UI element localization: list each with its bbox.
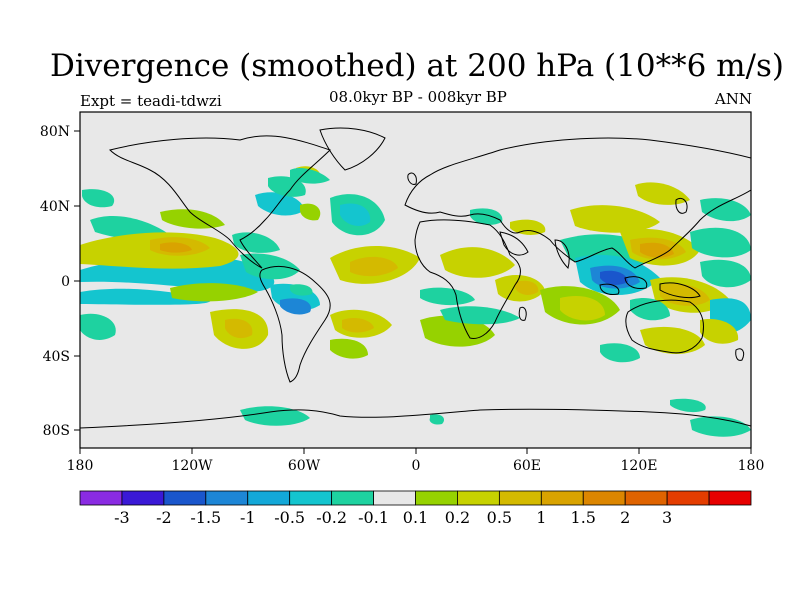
colorbar-label: 0.1 [403,508,428,527]
colorbar-swatch [666,490,710,506]
colorbar-swatch [205,490,249,506]
colorbar-label: -1 [240,508,256,527]
lat-tick-label: 40N [40,199,70,215]
lon-tick-label: 180 [67,458,94,474]
lon-tick-label: 60W [288,458,321,474]
colorbar-label: -0.1 [358,508,389,527]
colorbar-swatch [79,490,123,506]
divergence-contours [80,166,751,437]
colorbar-swatch [415,490,458,506]
lat-tick-label: 80S [43,423,70,439]
colorbar-swatch [373,490,416,506]
colorbar-swatch [331,490,374,506]
colorbar-swatch [708,490,752,506]
colorbar-label: -1.5 [190,508,221,527]
lat-tick-label: 0 [61,274,70,290]
colorbar-label: -0.5 [274,508,305,527]
colorbar-label: 3 [662,508,672,527]
colorbar-label: 1 [536,508,546,527]
lon-tick-label: 0 [412,458,421,474]
colorbar-swatch [457,490,500,506]
colorbar-label: -2 [156,508,172,527]
colorbar-swatch [624,490,668,506]
colorbar-swatch [121,490,165,506]
season-label: ANN [714,90,752,108]
colorbar-label: 2 [620,508,630,527]
colorbar-swatch [163,490,207,506]
experiment-label: Expt = teadi-tdwzi [80,92,222,110]
colorbar-swatch [540,490,584,506]
time-period-label: 08.0kyr BP - 008kyr BP [329,88,507,106]
colorbar-label: -0.2 [316,508,347,527]
lon-tick-label: 120W [171,458,213,474]
chart-title: Divergence (smoothed) at 200 hPa (10**6 … [50,48,784,84]
lat-tick-label: 40S [43,349,70,365]
colorbar-label: 0.5 [487,508,512,527]
colorbar-label: 1.5 [571,508,596,527]
lon-tick-label: 180 [738,458,765,474]
colorbar-label: 0.2 [445,508,470,527]
colorbar-swatch [498,490,542,506]
latitude-axis: 80N 40N 0 40S 80S [40,124,80,439]
lon-tick-label: 60E [513,458,541,474]
longitude-axis: 180 120W 60W 0 60E 120E 180 [67,448,765,474]
lat-tick-label: 80N [40,124,70,140]
colorbar-swatch [289,490,333,506]
colorbar-label: -3 [114,508,130,527]
coastlines [80,127,751,429]
colorbar-swatch [582,490,626,506]
lon-tick-label: 120E [621,458,658,474]
colorbar: -3 -2 -1.5 -1 -0.5 -0.2 -0.1 0.1 0.2 0.5 1 1.5 2 3 [79,490,752,527]
colorbar-swatch [247,490,291,506]
